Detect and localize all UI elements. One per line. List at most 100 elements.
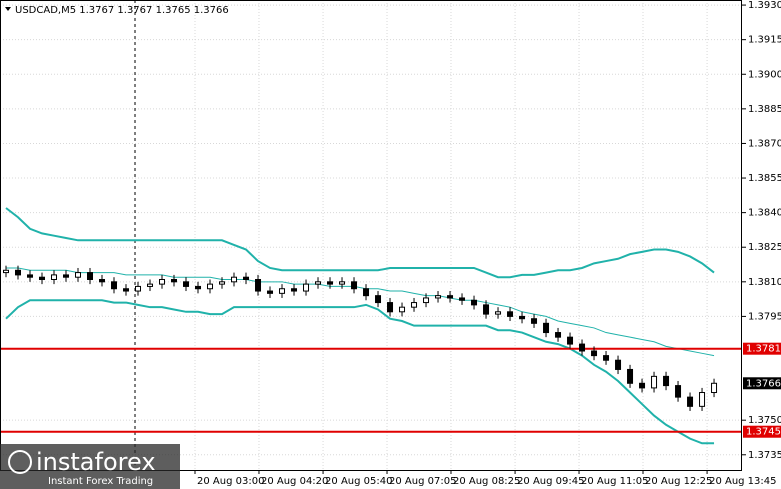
price-label: 1.3766 [746,378,781,389]
x-tick-label: 20 Aug 11:05 [581,476,648,487]
candle-body [39,276,46,281]
plot-frame [0,0,742,471]
bollinger-band [6,267,715,357]
y-tick-label: 1.3930 [748,0,781,11]
candle-body [567,336,574,345]
candle-body [435,295,442,299]
candle-body [399,306,406,313]
candle-body [339,281,346,285]
level-label: 1.3781 [746,344,781,355]
candle-body [387,302,394,313]
candle-body [27,274,34,278]
candle-body [111,281,118,290]
x-tick-label: 20 Aug 05:40 [325,476,392,487]
candle-body [663,375,670,387]
candle-body [615,359,622,370]
level-label-box [743,425,781,438]
candle-body [447,295,454,299]
title-arrow [5,7,11,11]
candle-body [219,281,226,285]
candle-body [483,304,490,315]
candle-body [519,315,526,320]
x-tick-label: 20 Aug 09:45 [517,476,584,487]
candle-body [675,385,682,398]
x-tick-label: 20 Aug 07:05 [389,476,456,487]
candle-body [87,272,94,281]
candle-body [243,276,250,281]
candle-body [123,288,130,292]
y-tick-label: 1.3735 [748,450,781,461]
level-label-box [743,342,781,355]
candle-body [543,322,550,334]
y-tick-label: 1.3750 [748,415,781,426]
candle-body [159,279,166,285]
candle-body [351,281,358,290]
candle-body [627,368,634,384]
y-tick-label: 1.3900 [748,69,781,80]
y-tick-label: 1.3885 [748,104,781,115]
candle-body [3,269,10,274]
candle-body [51,274,58,281]
watermark: instaforex Instant Forex Trading [0,444,180,489]
candle-body [687,396,694,407]
axis-layer: 1.3930 1.3915 1.3900 1.3885 1.3870 1.3855 1.38… [194,0,781,487]
y-tick-label: 1.3855 [748,173,781,184]
candle-body [291,288,298,292]
candle-body [183,281,190,287]
candle-body [327,281,334,285]
candle-body [195,285,202,290]
candle-body [279,288,286,294]
y-tick-label: 1.3870 [748,138,781,149]
watermark-tagline: Instant Forex Trading [48,476,153,487]
chart-title: USDCAD,M5 1.3767 1.3767 1.3765 1.3766 [15,5,229,16]
candle-body [459,297,466,301]
candle-body [171,279,178,283]
price-label-box [743,377,781,390]
candle-body [231,276,238,283]
x-tick-label: 20 Aug 04:20 [261,476,328,487]
candle-body [531,318,538,324]
candle-body [375,295,382,304]
x-tick-label: 20 Aug 08:25 [453,476,520,487]
y-tick-label: 1.3840 [748,208,781,219]
candle-body [471,299,478,306]
candle-body [423,297,430,304]
candle-body [207,283,214,290]
x-tick-label: 20 Aug 12:25 [645,476,712,487]
candle-body [603,355,610,361]
x-tick-label: 20 Aug 13:45 [709,476,776,487]
candle-body [411,302,418,308]
bollinger-band [5,299,715,445]
candle-body [303,283,310,292]
candle-body [363,288,370,297]
candle-body [639,382,646,389]
candle-body [579,343,586,352]
candle-body [63,274,70,278]
watermark-logo [8,450,32,474]
candle-body [135,285,142,292]
candle-body [147,283,154,287]
candle-body [591,350,598,357]
candle-body [651,375,658,389]
y-tick-label: 1.3795 [748,311,781,322]
candle-body [267,290,274,294]
candle-body [15,269,22,276]
watermark-name: instaforex [36,448,156,476]
y-tick-label: 1.3825 [748,242,781,253]
candle-body [99,279,106,283]
bollinger-band [5,207,715,279]
plot-layer [0,207,742,445]
candle-body [315,281,322,285]
y-tick-label: 1.3915 [748,35,781,46]
y-tick-label: 1.3810 [748,277,781,288]
candle-body [507,311,514,317]
grid-layer [0,0,742,470]
candle-body [699,392,706,407]
candle-body [255,279,262,292]
candle-body [711,382,718,394]
candle-body [555,332,562,338]
level-label: 1.3745 [746,427,781,438]
